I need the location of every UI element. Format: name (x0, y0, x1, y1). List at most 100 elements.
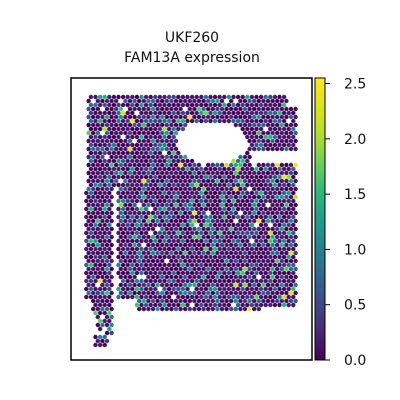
spot (224, 282, 229, 288)
spot (180, 278, 186, 284)
spot (277, 174, 282, 180)
spot (169, 146, 174, 152)
spot (258, 102, 264, 108)
spot (88, 110, 94, 116)
spot (162, 214, 167, 220)
spot (224, 234, 229, 240)
spot (100, 322, 105, 328)
spot (245, 174, 250, 180)
spot (97, 262, 103, 268)
spot (171, 142, 176, 148)
spot (183, 226, 188, 232)
spot (116, 254, 121, 260)
spot (164, 122, 169, 128)
spot (183, 186, 188, 192)
spot (212, 206, 218, 212)
spot (286, 166, 291, 172)
spot (224, 162, 229, 168)
spot (86, 282, 91, 288)
spot (196, 202, 202, 208)
spot (196, 242, 202, 248)
spot (127, 186, 133, 192)
spot (166, 286, 172, 292)
spot (91, 186, 96, 192)
spot (123, 218, 128, 224)
spot (206, 242, 211, 248)
spot (148, 246, 153, 252)
spot (187, 98, 192, 104)
spot (279, 186, 284, 192)
spot (146, 226, 151, 232)
spot (123, 290, 128, 296)
spot (134, 190, 140, 196)
spot (291, 182, 296, 188)
spot (249, 302, 255, 308)
spot (201, 226, 206, 232)
spot (293, 178, 298, 184)
spot (261, 266, 266, 272)
spot (291, 134, 296, 140)
spot (210, 290, 215, 296)
spot (293, 282, 298, 288)
spot (215, 114, 220, 120)
spot (157, 142, 163, 148)
spot (277, 230, 282, 236)
spot (137, 130, 142, 136)
spot (247, 242, 252, 248)
spot (196, 194, 202, 200)
spot (235, 286, 241, 292)
spot (199, 94, 204, 100)
spot (208, 278, 213, 284)
spot (86, 98, 91, 104)
spot (277, 214, 282, 220)
spot (242, 266, 248, 272)
spot (275, 130, 280, 136)
spot (247, 210, 252, 216)
spot (157, 118, 163, 124)
spot (130, 174, 135, 180)
spot (109, 234, 114, 240)
spot (286, 110, 291, 116)
spot (169, 218, 174, 224)
spot (265, 170, 271, 176)
spot (169, 250, 174, 256)
spot (141, 282, 146, 288)
spot (284, 258, 289, 264)
spot (185, 118, 190, 124)
spot (164, 138, 169, 144)
spot (183, 306, 188, 312)
spot (171, 150, 176, 156)
spot (146, 186, 151, 192)
spot (233, 170, 238, 176)
spot (185, 270, 190, 276)
spot (155, 194, 160, 200)
spot (254, 206, 259, 212)
spot (224, 242, 229, 248)
spot (153, 110, 158, 116)
spot (235, 174, 241, 180)
spot (107, 302, 112, 308)
spot (247, 218, 252, 224)
spot (224, 266, 229, 272)
spot (171, 158, 176, 164)
spot (116, 238, 121, 244)
spot (120, 174, 126, 180)
spot (212, 118, 218, 124)
spot (118, 202, 124, 208)
spot (268, 238, 273, 244)
spot (270, 178, 275, 184)
spot (270, 114, 275, 120)
spot (139, 118, 144, 124)
spot (226, 278, 232, 284)
spot (148, 166, 153, 172)
spot (107, 246, 112, 252)
spot (189, 214, 195, 220)
spot (95, 170, 101, 176)
colorbar-tick-label: 1.5 (344, 187, 366, 203)
spot (123, 186, 128, 192)
spot (185, 198, 190, 204)
spot (247, 274, 252, 280)
spot (189, 166, 195, 172)
spot (272, 286, 278, 292)
spot (293, 242, 298, 248)
